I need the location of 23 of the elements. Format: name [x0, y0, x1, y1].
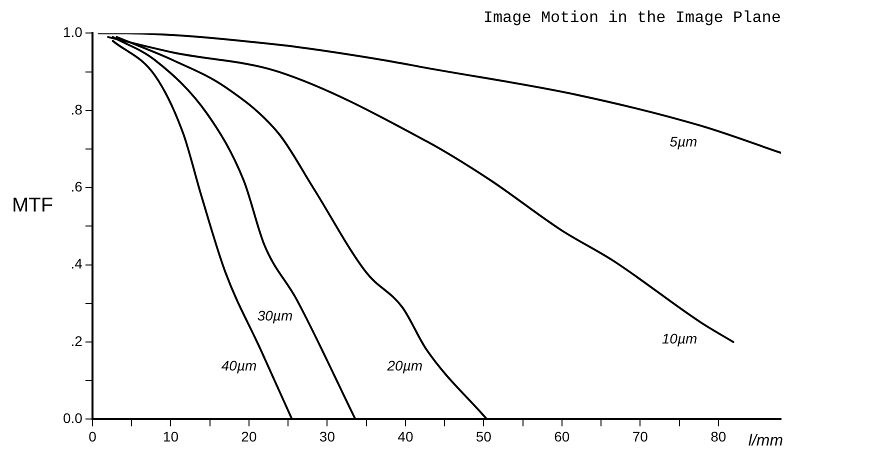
series-label: 30µm — [257, 307, 293, 324]
x-tick-label: 30 — [319, 428, 336, 444]
x-tick-label: 10 — [162, 428, 179, 444]
y-axis-title: MTF — [12, 194, 54, 217]
x-tick-label: 20 — [241, 428, 257, 444]
x-tick-label: 70 — [632, 428, 648, 444]
x-tick-label: 50 — [476, 428, 492, 444]
x-tick-label: 60 — [554, 428, 570, 444]
chart-title: Image Motion in the Image Plane — [483, 8, 781, 27]
x-tick-label: 80 — [710, 428, 726, 444]
y-tick-label: 1.0 — [62, 24, 83, 40]
series-label: 20µm — [386, 358, 423, 374]
x-tick-label: 40 — [398, 428, 414, 444]
x-axis-title: l/mm — [748, 432, 784, 450]
y-tick-label: .4 — [70, 256, 83, 272]
x-tick-label: 0 — [88, 428, 97, 444]
y-tick-label: .6 — [70, 178, 83, 194]
series-label: 5µm — [670, 134, 698, 150]
y-tick-label: .8 — [70, 101, 83, 118]
y-tick-label: 0.0 — [62, 410, 83, 426]
y-tick-label: .2 — [70, 332, 83, 349]
series-label: 40µm — [221, 358, 258, 374]
series-label: 10µm — [662, 330, 698, 347]
